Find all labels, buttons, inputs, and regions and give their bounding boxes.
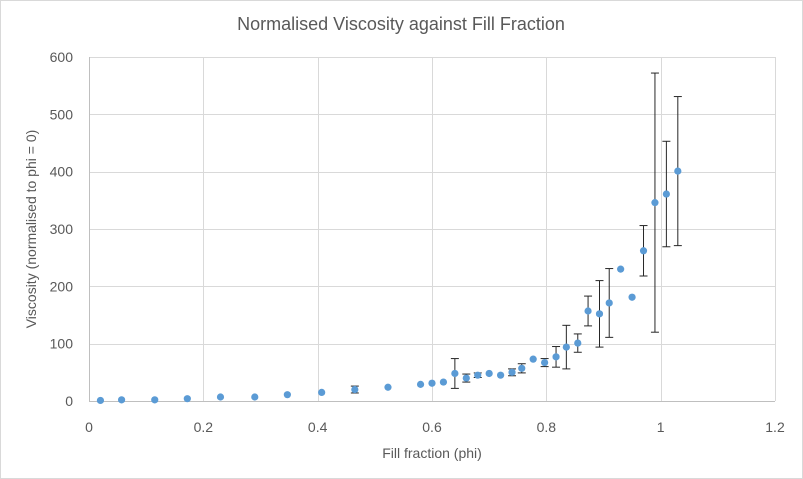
data-point	[605, 299, 613, 307]
x-tick-label: 0	[85, 419, 93, 435]
y-tick-label: 500	[50, 106, 74, 122]
data-point	[508, 368, 516, 376]
data-point	[351, 385, 359, 394]
data-point	[552, 353, 560, 361]
data-point	[584, 307, 592, 315]
y-tick-label: 400	[50, 164, 74, 180]
data-point	[428, 379, 436, 387]
gridlines	[89, 57, 776, 401]
x-tick-label: 1.2	[765, 419, 785, 435]
x-axis-title: Fill fraction (phi)	[382, 445, 482, 461]
data-point	[674, 167, 682, 175]
axes	[89, 57, 775, 402]
y-tick-label: 0	[65, 393, 73, 409]
y-tick-label: 200	[50, 278, 74, 294]
y-tick-label: 100	[50, 336, 74, 352]
data-point	[451, 369, 459, 378]
x-tick-label: 0.4	[308, 419, 328, 435]
x-tick-label: 0.2	[194, 419, 214, 435]
data-point	[574, 339, 582, 347]
y-axis-title: Viscosity (normalised to phi = 0)	[23, 130, 39, 329]
data-point	[651, 199, 659, 207]
data-point	[617, 265, 625, 273]
data-point	[251, 393, 259, 401]
data-points	[96, 167, 682, 405]
data-point	[462, 374, 470, 382]
data-point	[318, 388, 326, 396]
data-point	[628, 293, 636, 301]
data-point	[283, 391, 291, 399]
data-point	[529, 355, 537, 363]
y-tick-label: 600	[50, 49, 74, 65]
data-point	[151, 396, 159, 404]
data-point	[518, 364, 526, 372]
data-point	[562, 343, 570, 351]
data-point	[497, 371, 505, 379]
data-point	[662, 190, 670, 198]
x-tick-label: 1	[657, 419, 665, 435]
data-point	[639, 247, 648, 255]
data-point	[216, 393, 225, 401]
x-tick-label: 0.8	[537, 419, 557, 435]
data-point	[595, 310, 604, 318]
x-tick-label: 0.6	[422, 419, 442, 435]
data-point	[416, 380, 425, 388]
chart-title: Normalised Viscosity against Fill Fracti…	[237, 14, 565, 34]
data-point	[183, 395, 191, 403]
data-point	[117, 396, 126, 404]
data-point	[96, 396, 105, 405]
y-tick-label: 300	[50, 221, 74, 237]
data-point	[541, 358, 549, 367]
tick-labels: 0 100 200 300 400 500 600 0 0.2 0.4 0.6 0.8 1 1.2	[50, 49, 785, 435]
data-point	[439, 378, 448, 386]
data-point	[485, 369, 493, 378]
data-point	[474, 371, 482, 379]
data-point	[384, 383, 392, 391]
